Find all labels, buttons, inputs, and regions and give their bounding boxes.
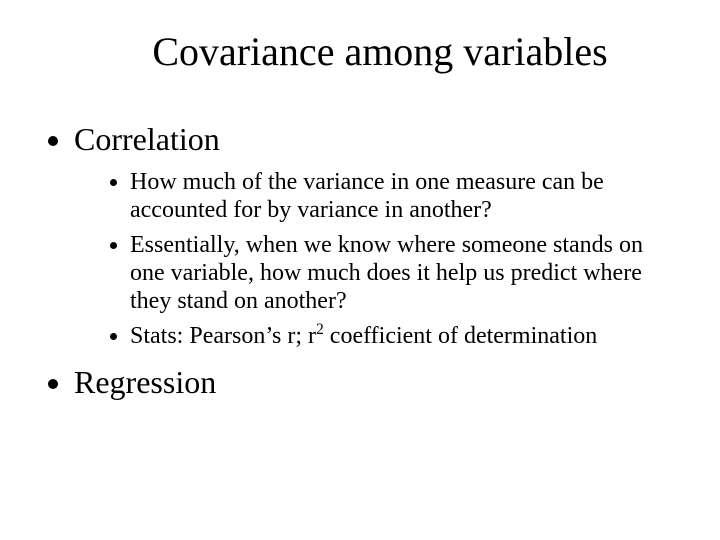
stats-prefix: Stats: Pearson’s r; r [130, 323, 316, 349]
bullet-list-level2: How much of the variance in one measure … [74, 168, 680, 350]
stats-suffix: coefficient of determination [324, 323, 597, 349]
sub-bullet-stats: Stats: Pearson’s r; r2 coefficient of de… [130, 322, 680, 350]
stats-exponent: 2 [316, 321, 324, 338]
slide: Covariance among variables Correlation H… [0, 0, 720, 540]
slide-title: Covariance among variables [40, 28, 680, 75]
bullet-correlation-label: Correlation [74, 121, 220, 157]
sub-bullet-variance: How much of the variance in one measure … [130, 168, 680, 225]
bullet-regression: Regression [74, 364, 680, 401]
bullet-correlation: Correlation How much of the variance in … [74, 121, 680, 350]
bullet-list-level1: Correlation How much of the variance in … [40, 121, 680, 401]
sub-bullet-predict: Essentially, when we know where someone … [130, 231, 680, 316]
